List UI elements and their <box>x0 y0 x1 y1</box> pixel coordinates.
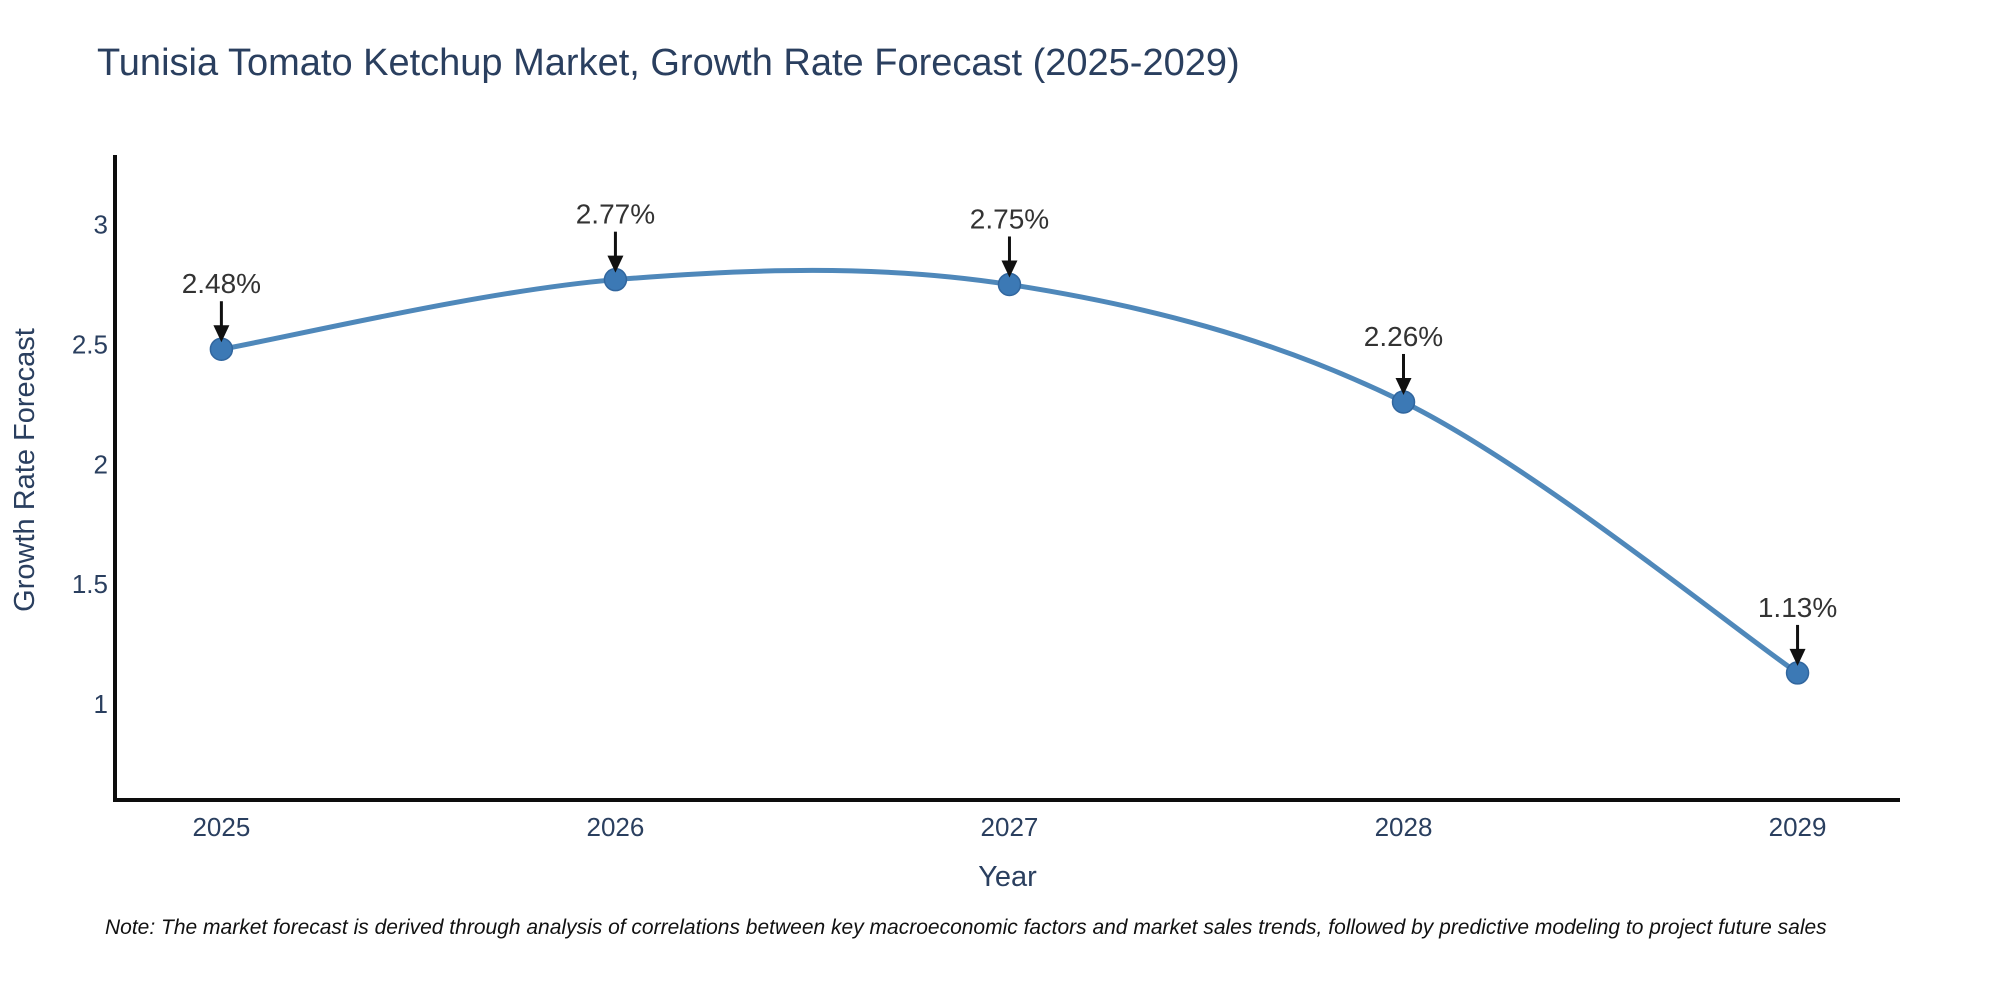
x-tick-label: 2027 <box>981 812 1039 842</box>
y-tick-label: 2 <box>94 449 108 479</box>
x-tick-label: 2028 <box>1375 812 1433 842</box>
x-tick-label: 2029 <box>1769 812 1827 842</box>
x-tick-label: 2025 <box>192 812 250 842</box>
y-tick-label: 1 <box>94 689 108 719</box>
chart-title: Tunisia Tomato Ketchup Market, Growth Ra… <box>97 42 1240 84</box>
y-tick-label: 3 <box>94 210 108 240</box>
annotation-arrowhead <box>1395 377 1412 395</box>
annotation-arrowhead <box>1001 260 1018 278</box>
annotation-arrowhead <box>1789 648 1806 666</box>
x-tick-label: 2026 <box>587 812 645 842</box>
annotation-arrowhead <box>213 325 230 343</box>
data-point-label: 2.77% <box>576 199 655 230</box>
data-point-label: 2.75% <box>970 203 1049 234</box>
annotation-arrowhead <box>607 255 624 273</box>
y-tick-label: 1.5 <box>72 569 108 599</box>
y-axis-title: Growth Rate Forecast <box>9 328 41 612</box>
footnote: Note: The market forecast is derived thr… <box>105 916 1827 939</box>
data-point-label: 2.48% <box>182 268 261 299</box>
y-tick-label: 2.5 <box>72 329 108 359</box>
forecast-line <box>218 267 1801 676</box>
data-point-label: 1.13% <box>1758 592 1837 623</box>
x-axis-title: Year <box>978 861 1037 893</box>
data-point-label: 2.26% <box>1364 321 1443 352</box>
